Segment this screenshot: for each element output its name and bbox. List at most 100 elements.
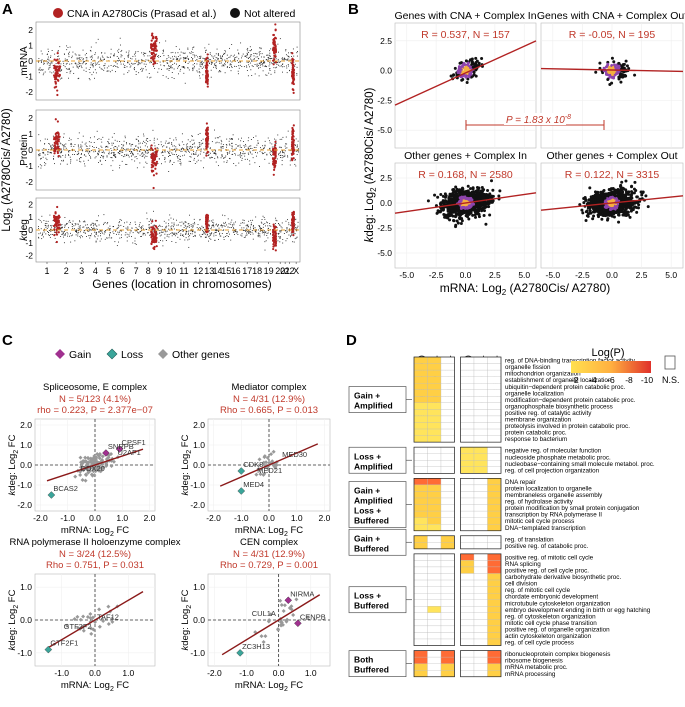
point	[190, 233, 191, 235]
point	[252, 66, 254, 67]
point	[213, 222, 215, 224]
point	[223, 222, 225, 224]
point	[168, 156, 169, 157]
point	[66, 72, 68, 73]
point	[49, 235, 50, 236]
point	[182, 223, 184, 225]
point	[94, 69, 96, 71]
point	[285, 59, 287, 61]
point	[123, 147, 124, 149]
point	[187, 233, 189, 235]
point	[265, 66, 267, 67]
cna-point	[57, 154, 60, 158]
point	[151, 62, 152, 64]
point	[49, 64, 51, 66]
cna-point	[291, 137, 294, 141]
point	[135, 58, 137, 60]
point	[53, 145, 55, 147]
point	[244, 230, 246, 231]
point	[176, 58, 178, 60]
point	[168, 56, 170, 58]
point	[131, 58, 133, 60]
point	[284, 150, 286, 152]
point	[249, 160, 251, 162]
point	[76, 153, 78, 155]
point	[289, 228, 290, 230]
point	[613, 65, 617, 69]
point	[200, 227, 202, 229]
point	[242, 229, 244, 231]
point	[195, 60, 197, 62]
chromosome-label: 22	[285, 266, 295, 276]
point	[171, 228, 173, 230]
point	[89, 150, 90, 152]
point	[265, 231, 267, 233]
cna-point	[54, 80, 57, 83]
point	[166, 225, 168, 227]
cna-point	[291, 60, 294, 63]
point	[192, 52, 194, 53]
point	[144, 232, 146, 234]
point	[262, 215, 264, 217]
point	[96, 238, 98, 240]
point	[75, 230, 77, 232]
point	[43, 220, 45, 222]
point	[177, 232, 179, 233]
point	[152, 58, 154, 60]
point	[46, 223, 48, 224]
point	[130, 229, 132, 231]
point	[269, 152, 271, 154]
point	[93, 151, 95, 153]
point	[45, 157, 47, 159]
point	[150, 145, 152, 147]
point	[197, 71, 199, 73]
point	[216, 156, 218, 158]
point	[166, 62, 168, 64]
point	[118, 151, 120, 152]
point	[221, 60, 223, 62]
point	[74, 154, 75, 155]
point	[126, 240, 128, 242]
point	[47, 58, 49, 60]
point	[269, 70, 271, 71]
point	[249, 50, 251, 52]
point	[177, 56, 179, 58]
point	[229, 144, 231, 146]
point	[226, 146, 227, 148]
point	[48, 64, 50, 66]
point	[168, 154, 170, 156]
point	[41, 53, 43, 55]
point	[114, 139, 116, 141]
point	[236, 60, 238, 62]
point	[64, 216, 66, 218]
point	[188, 59, 190, 61]
point	[112, 231, 114, 233]
point	[171, 232, 173, 233]
point	[170, 65, 172, 67]
point	[145, 69, 147, 71]
chromosome-label: 21	[280, 266, 290, 276]
point	[38, 150, 40, 152]
point	[191, 233, 193, 235]
point	[200, 236, 202, 238]
point	[103, 233, 105, 235]
point	[79, 221, 81, 223]
point	[254, 151, 256, 153]
point	[449, 200, 453, 204]
point	[90, 157, 92, 159]
point	[184, 150, 186, 152]
point	[153, 151, 155, 153]
point	[222, 56, 223, 58]
point	[176, 233, 178, 235]
point	[232, 227, 234, 229]
point	[255, 231, 257, 233]
point	[136, 61, 138, 63]
point	[165, 146, 167, 148]
point	[89, 151, 91, 153]
point	[247, 231, 249, 233]
point	[202, 138, 204, 140]
point	[185, 231, 187, 233]
point	[52, 220, 54, 222]
point	[60, 236, 62, 238]
point	[182, 66, 184, 68]
